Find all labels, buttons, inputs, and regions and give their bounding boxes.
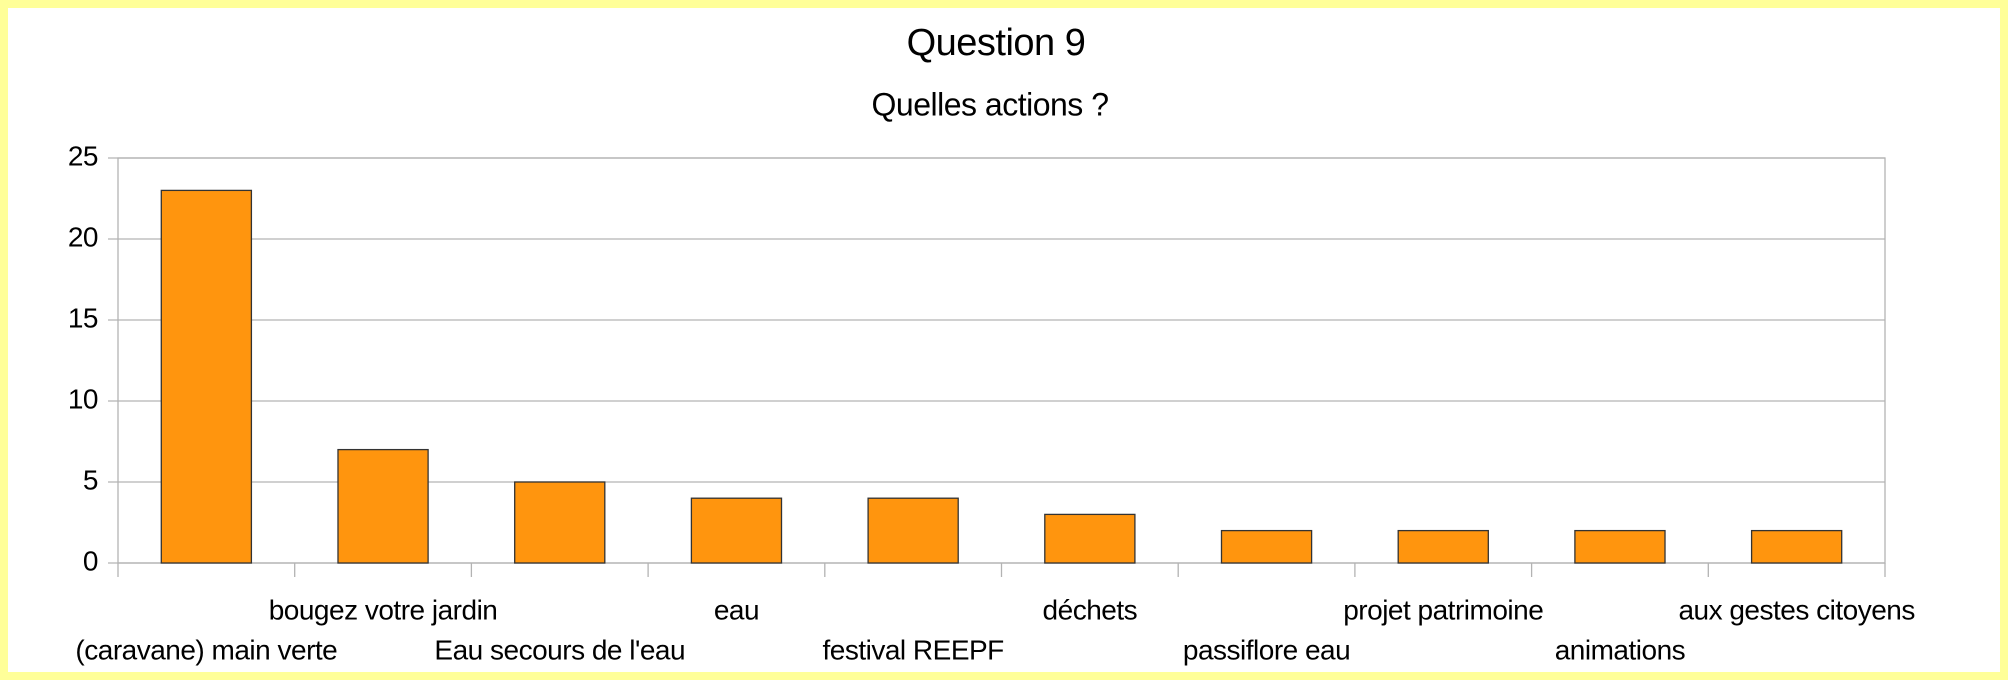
y-tick-label: 25 bbox=[68, 140, 98, 171]
x-tick-label: Eau secours de l'eau bbox=[434, 634, 685, 665]
bar bbox=[1220, 529, 1313, 564]
x-tick-label: festival REEPF bbox=[823, 634, 1004, 665]
x-tick-label: eau bbox=[714, 594, 759, 625]
x-tick-label: animations bbox=[1555, 634, 1685, 665]
x-tick-label: aux gestes citoyens bbox=[1678, 594, 1914, 625]
bar bbox=[690, 497, 783, 564]
x-tick-label: déchets bbox=[1043, 594, 1138, 625]
bar bbox=[514, 481, 606, 564]
bar bbox=[1574, 529, 1666, 564]
y-tick-label: 5 bbox=[83, 464, 98, 495]
y-tick-label: 20 bbox=[68, 221, 98, 252]
x-tick-label: bougez votre jardin bbox=[269, 594, 498, 625]
bar bbox=[1397, 529, 1489, 564]
bar bbox=[867, 497, 959, 564]
bar bbox=[160, 189, 253, 564]
bar bbox=[337, 448, 429, 564]
x-tick-label: (caravane) main verte bbox=[75, 634, 337, 665]
y-tick-label: 0 bbox=[83, 545, 98, 576]
bar bbox=[1044, 513, 1136, 564]
y-tick-label: 10 bbox=[68, 383, 98, 414]
chart-subtitle: Quelles actions ? bbox=[872, 86, 1109, 122]
chart-title: Question 9 bbox=[907, 22, 1086, 64]
x-tick-label: projet patrimoine bbox=[1343, 594, 1543, 625]
y-tick-label: 15 bbox=[68, 302, 98, 333]
x-tick-label: passiflore eau bbox=[1183, 634, 1350, 665]
bar bbox=[1750, 529, 1843, 564]
